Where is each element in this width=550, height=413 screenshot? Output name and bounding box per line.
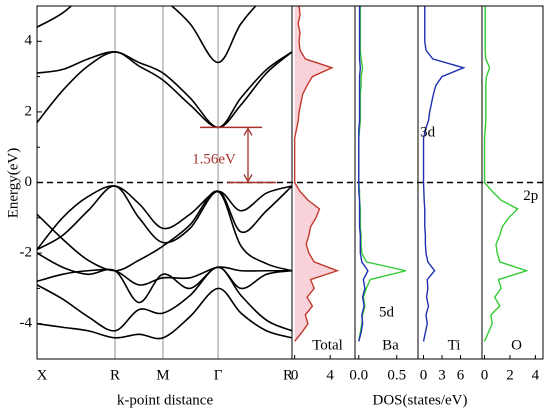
dos-area [294,6,338,342]
x-tick-label: R [110,367,120,383]
band-line [37,190,292,272]
y-tick-label: -4 [20,315,33,331]
orbital-label: 3d [420,125,436,141]
panel-label: Ba [382,337,399,353]
x-tick-label: 0 [420,367,428,383]
x-tick-label: 0 [481,367,489,383]
x-tick-label: 0.0 [349,367,368,383]
x-axis-label: k-point distance [117,392,214,408]
dos-line [358,6,407,342]
y-tick-label: -2 [20,245,33,261]
y-tick-label: 4 [25,33,33,49]
panel-label: O [511,337,522,353]
x-tick-label: 3 [438,367,446,383]
x-tick-label: 2 [506,367,514,383]
gap-label: 1.56eV [192,151,236,167]
band-line [37,51,292,129]
x-tick-label: 4 [326,367,334,383]
panel-frame [481,5,544,360]
x-tick-label: Γ [214,367,223,383]
x-tick-label: 0 [291,367,299,383]
bands [37,6,292,340]
x-tick-label: X [37,367,48,383]
band-line [37,266,292,332]
y-tick-label: 0 [25,174,33,190]
x-axis-label: DOS(states/eV) [373,392,468,408]
arrow-head [243,174,253,183]
dos-line [293,5,340,342]
band-line [37,6,257,64]
dos-line [483,6,529,342]
band-line [37,252,292,304]
dos-line [358,6,369,342]
y-tick-label: 2 [25,103,33,119]
orbital-label: 2p [523,188,538,204]
x-tick-label: 0.5 [387,367,406,383]
orbital-label: 5d [379,305,395,321]
dos-line [422,6,466,342]
x-tick-label: 4 [532,367,540,383]
panel-label: Ti [448,337,461,353]
band-line [37,185,292,251]
y-axis-label: Energy(eV) [5,148,21,219]
band-line [37,185,292,251]
x-tick-label: M [156,367,169,383]
panel-label: Total [312,337,343,353]
arrow-head [243,127,253,136]
band-line [37,266,292,286]
x-tick-label: 6 [457,367,465,383]
band-line [37,51,292,129]
band-line [37,287,292,340]
x-tick-label: R [283,367,293,383]
